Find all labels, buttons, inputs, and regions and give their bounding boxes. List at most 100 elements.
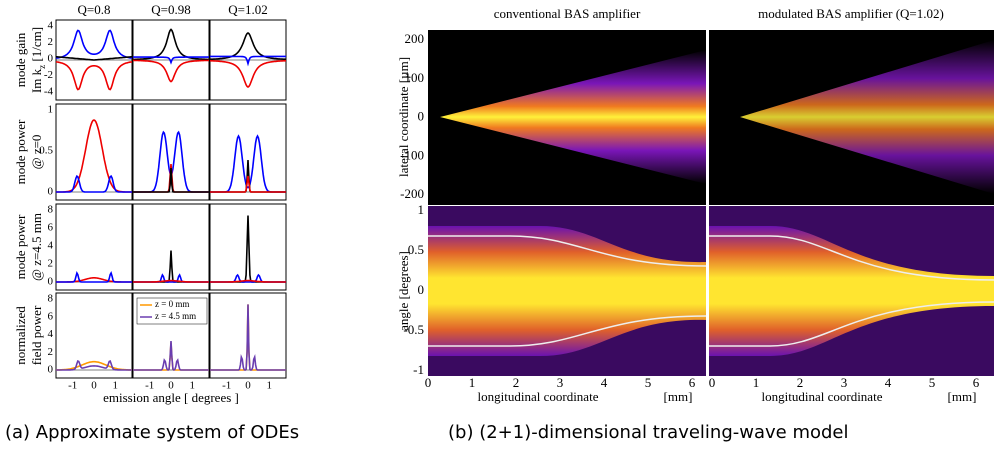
x-tick-label: 6 xyxy=(973,375,980,390)
y-tick-label: 0 xyxy=(48,364,54,376)
column-title: Q=0.98 xyxy=(151,2,190,17)
curve xyxy=(210,215,286,283)
y-tick-label: -1 xyxy=(413,362,424,377)
label-part: field power xyxy=(29,305,44,365)
column-title: Q=1.02 xyxy=(228,2,267,17)
y-tick-label: 0 xyxy=(48,186,54,198)
label-part: @ z=0 xyxy=(29,135,44,170)
y-tick-label: -0.5 xyxy=(403,322,424,337)
x-tick-label: 1 xyxy=(190,380,196,392)
y-tick-label: 200 xyxy=(405,31,425,46)
x-tick-label: 1 xyxy=(469,375,476,390)
y-tick-label: 0 xyxy=(418,109,425,124)
plot-frame xyxy=(55,292,133,379)
heatmap-beam xyxy=(740,40,994,194)
caption: (a) Approximate system of ODEs xyxy=(5,422,299,443)
heatmap-band xyxy=(709,226,994,356)
label-part: Im k xyxy=(29,68,44,93)
curve xyxy=(55,29,133,59)
curve xyxy=(210,55,286,67)
plot-frame xyxy=(55,203,133,291)
y-tick-label: 2 xyxy=(48,346,54,358)
x-tick-label: 1 xyxy=(267,380,273,392)
x-tick-label: 2 xyxy=(513,375,520,390)
x-tick-label: 4 xyxy=(601,375,608,390)
x-tick-label: 5 xyxy=(645,375,652,390)
plot-frame xyxy=(132,203,210,291)
y-tick-label: -2 xyxy=(44,69,53,81)
curve xyxy=(133,167,209,193)
x-tick-label: 2 xyxy=(797,375,804,390)
curve xyxy=(133,59,209,83)
y-tick-label: 0 xyxy=(418,282,425,297)
legend-label: z = 4.5 mm xyxy=(155,311,196,321)
label-part: [1/cm] xyxy=(29,27,44,65)
y-axis-label: angle [degrees] xyxy=(396,251,411,331)
y-tick-label: 0 xyxy=(48,276,54,288)
y-tick-label: 6 xyxy=(48,310,54,322)
panel-title: modulated BAS amplifier (Q=1.02) xyxy=(758,6,944,21)
y-tick-label: 1 xyxy=(418,202,425,217)
x-tick-label: -1 xyxy=(222,380,231,392)
curve xyxy=(56,360,132,371)
caption: (b) (2+1)-dimensional traveling-wave mod… xyxy=(448,422,849,443)
curve xyxy=(55,61,133,91)
x-tick-label: 0 xyxy=(91,380,97,392)
x-tick-label: 3 xyxy=(841,375,848,390)
y-tick-label: 2 xyxy=(48,36,54,48)
x-tick-label: 1 xyxy=(753,375,760,390)
curve xyxy=(210,279,286,283)
curve xyxy=(56,270,132,283)
x-tick-label: -1 xyxy=(145,380,154,392)
y-axis-label: @ z=4.5 mm xyxy=(29,213,44,281)
contour xyxy=(428,235,707,347)
curve xyxy=(209,59,287,88)
x-tick-label: 4 xyxy=(885,375,892,390)
y-axis-label: normalized xyxy=(13,306,28,365)
plot-frame xyxy=(55,103,133,201)
y-tick-label: -200 xyxy=(400,186,424,201)
y-tick-label: 6 xyxy=(48,222,54,234)
legend-box xyxy=(136,297,208,325)
x-tick-label: 0 xyxy=(245,380,251,392)
x-tick-label: 5 xyxy=(929,375,936,390)
curve xyxy=(133,28,209,61)
x-axis-unit: [mm] xyxy=(948,389,977,404)
y-axis-label: mode power xyxy=(13,119,28,184)
y-tick-label: 0.5 xyxy=(408,242,424,257)
plot-frame xyxy=(209,292,287,379)
x-tick-label: 0 xyxy=(425,375,432,390)
x-tick-label: 0 xyxy=(168,380,174,392)
label-part: @ z=4.5 mm xyxy=(29,213,44,281)
y-tick-label: 8 xyxy=(48,204,54,216)
curve xyxy=(210,304,286,371)
curve xyxy=(133,56,209,65)
label-part: z xyxy=(37,65,47,69)
x-tick-label: 3 xyxy=(557,375,564,390)
x-axis-label: emission angle [ degrees ] xyxy=(103,390,239,405)
x-tick-label: 0 xyxy=(709,375,716,390)
x-tick-label: 1 xyxy=(113,380,119,392)
y-tick-label: 2 xyxy=(48,258,54,270)
heatmap-band xyxy=(428,226,706,356)
y-axis-label: field power xyxy=(29,305,44,365)
y-axis-label: lateral coordinate [µm] xyxy=(396,57,411,177)
legend-label: z = 0 mm xyxy=(155,299,189,309)
y-axis-label: mode power xyxy=(13,214,28,279)
curve xyxy=(56,174,132,193)
y-tick-label: 4 xyxy=(48,20,54,32)
heatmap-beam xyxy=(440,50,706,184)
contour xyxy=(709,235,994,347)
y-tick-label: 4 xyxy=(48,240,54,252)
y-tick-label: 8 xyxy=(48,293,54,305)
x-tick-label: -1 xyxy=(68,380,77,392)
plot-frame xyxy=(209,103,287,201)
panel-title: conventional BAS amplifier xyxy=(494,6,641,21)
y-axis-label: @ z=0 xyxy=(29,135,44,170)
y-tick-label: -100 xyxy=(400,147,424,162)
curve xyxy=(133,340,209,371)
x-axis-label: longitudinal coordinate xyxy=(762,389,883,404)
column-title: Q=0.8 xyxy=(78,2,111,17)
plot-frame xyxy=(132,103,210,201)
